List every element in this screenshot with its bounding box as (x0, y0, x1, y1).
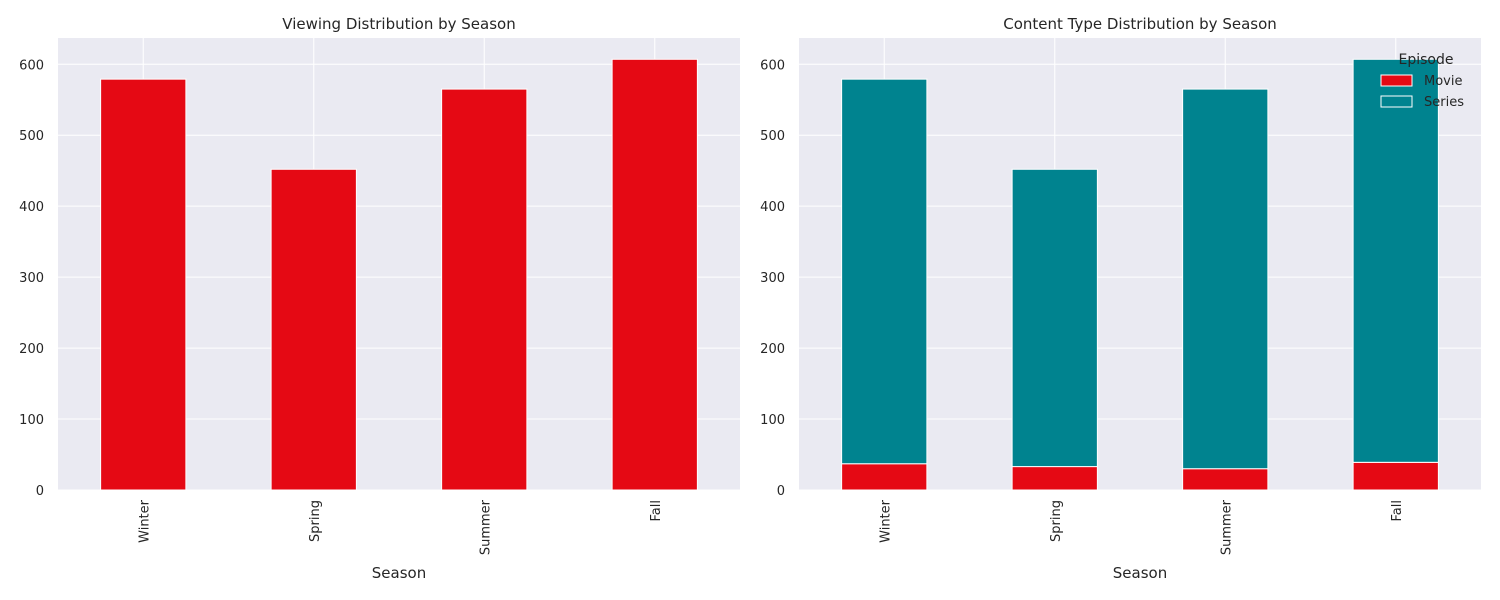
y-tick-label: 0 (777, 484, 785, 499)
x-tick-label: Winter (878, 499, 893, 543)
bar-movie-spring (1011, 466, 1098, 491)
y-tick-label: 600 (19, 58, 44, 73)
y-tick-label: 200 (19, 342, 44, 357)
bar-spring (270, 168, 357, 491)
bar-summer (441, 88, 528, 491)
x-tick-label: Spring (308, 500, 323, 542)
y-tick-label: 500 (760, 129, 785, 144)
y-tick-label: 100 (760, 413, 785, 428)
y-tick-label: 200 (760, 342, 785, 357)
legend: Episode Movie Series (1380, 52, 1464, 110)
x-tick-label: Spring (1049, 500, 1064, 542)
bar-fall (611, 58, 698, 491)
y-tick-label: 300 (19, 271, 44, 286)
legend-label-series: Series (1424, 95, 1464, 110)
x-tick-label: Fall (1390, 500, 1405, 521)
bar-winter (100, 78, 187, 491)
bar-series-fall (1352, 58, 1439, 463)
chart-panel-1: 0 100 200 300 400 500 600 Winter Spring Summer Fal… (760, 15, 1481, 582)
x-axis-label: Season (1113, 564, 1167, 582)
x-tick-label: Fall (649, 500, 664, 521)
y-tick-label: 500 (19, 129, 44, 144)
y-tick-label: 300 (760, 271, 785, 286)
legend-swatch-movie (1380, 74, 1413, 87)
chart-title: Viewing Distribution by Season (282, 15, 515, 33)
legend-title: Episode (1399, 52, 1454, 68)
legend-swatch-series (1380, 95, 1413, 108)
bar-series-spring (1011, 168, 1098, 468)
x-tick-label: Summer (478, 499, 493, 555)
bar-movie-fall (1352, 461, 1439, 491)
y-tick-label: 600 (760, 58, 785, 73)
bar-series-summer (1182, 88, 1269, 470)
chart-panel-0: 0 100 200 300 400 500 600 Winter Spring Summer Fal… (19, 15, 740, 582)
chart-title: Content Type Distribution by Season (1003, 15, 1277, 33)
x-axis-label: Season (372, 564, 426, 582)
legend-label-movie: Movie (1424, 74, 1462, 89)
bar-movie-winter (841, 463, 928, 491)
y-tick-label: 100 (19, 413, 44, 428)
y-tick-label: 400 (760, 200, 785, 215)
y-tick-label: 0 (36, 484, 44, 499)
x-tick-label: Winter (137, 499, 152, 543)
x-tick-label: Summer (1219, 499, 1234, 555)
y-tick-label: 400 (19, 200, 44, 215)
bar-movie-summer (1182, 468, 1269, 491)
bar-series-winter (841, 78, 928, 465)
